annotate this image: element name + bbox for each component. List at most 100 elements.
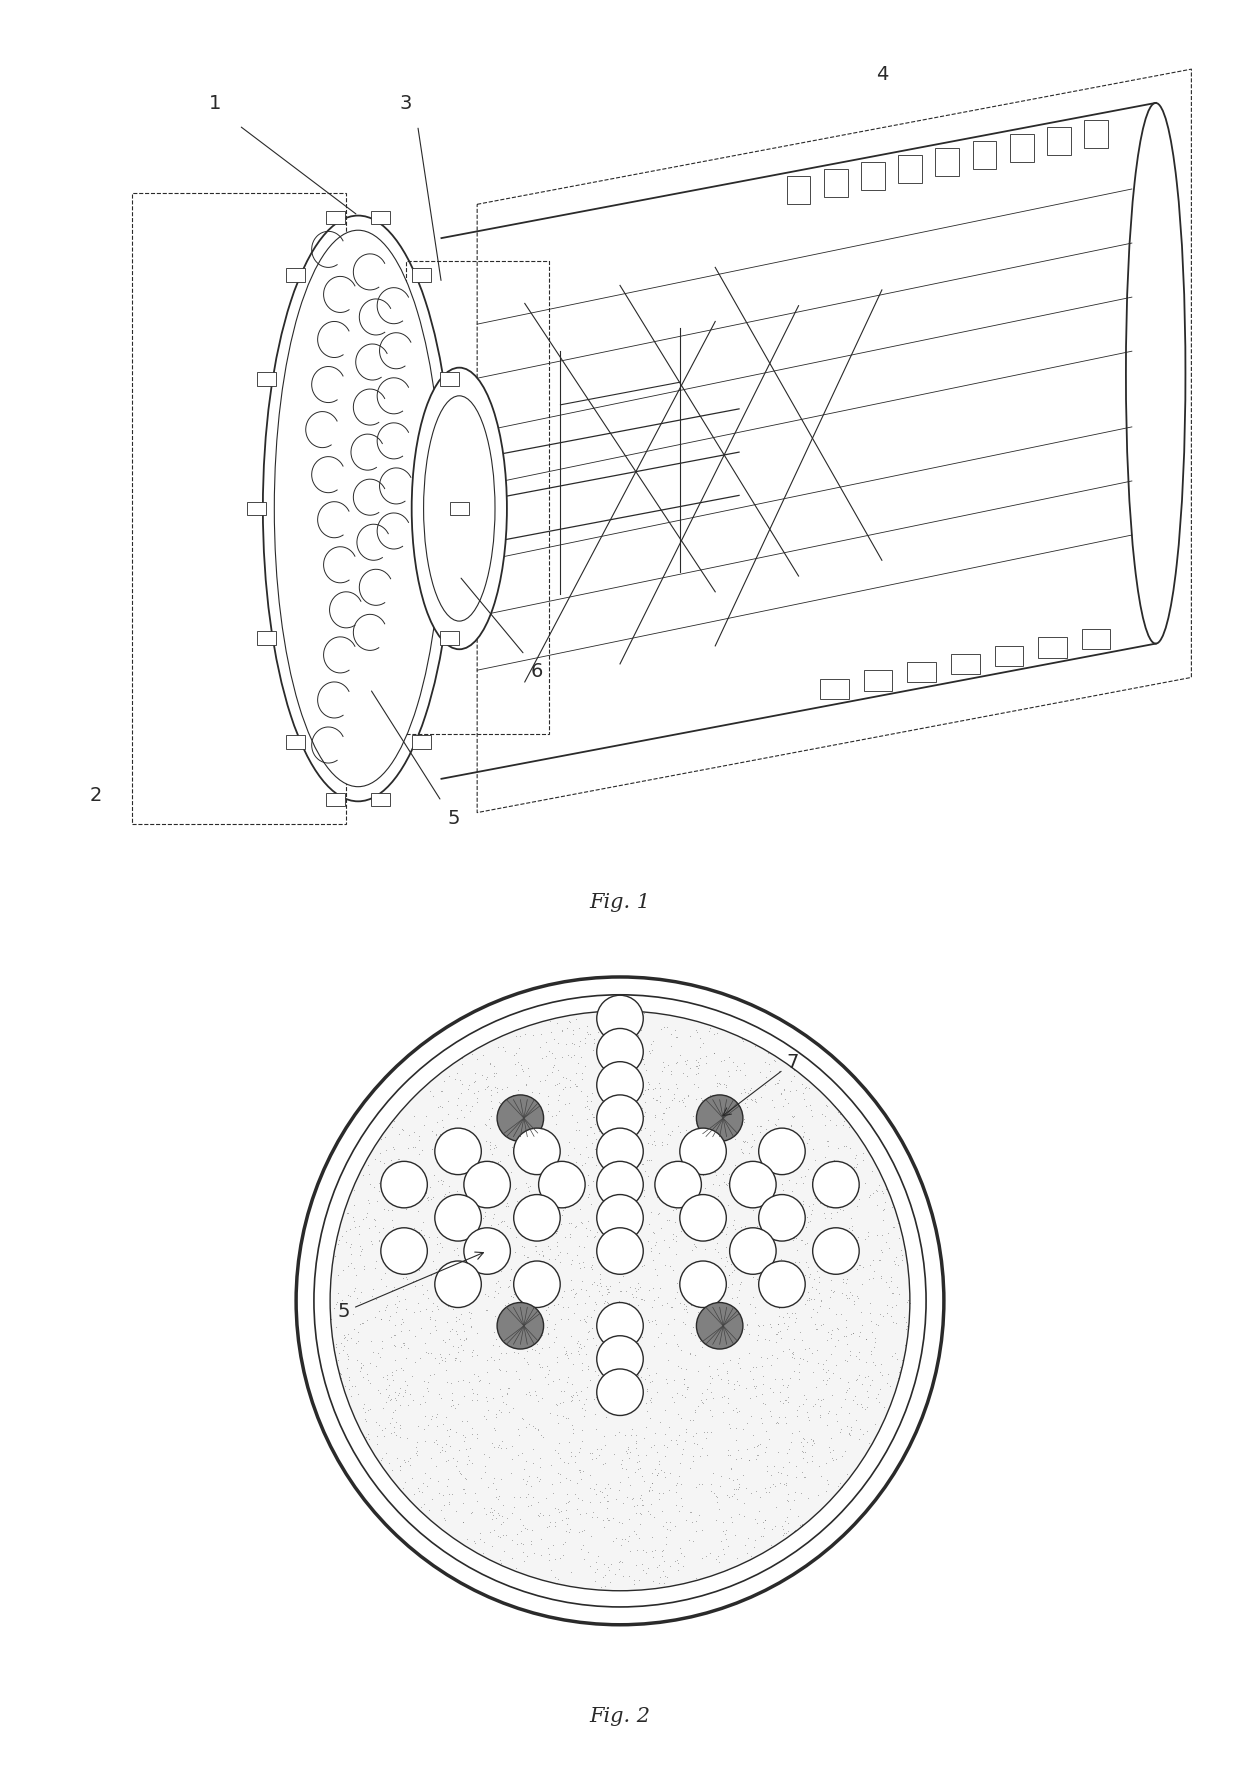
Point: [448, 1058, 467, 1087]
Point: [848, 1322, 868, 1350]
Point: [520, 1177, 539, 1205]
Point: [841, 1421, 861, 1449]
Point: [389, 1414, 409, 1442]
Point: [645, 1074, 665, 1103]
Point: [446, 1129, 466, 1157]
Point: [805, 1244, 825, 1272]
Point: [645, 1101, 665, 1129]
Point: [745, 1299, 765, 1327]
Point: [418, 1339, 438, 1368]
Point: [790, 1318, 810, 1346]
Point: [727, 1426, 746, 1454]
Point: [652, 1537, 672, 1566]
Point: [490, 1088, 510, 1117]
Point: [605, 1394, 625, 1422]
Point: [474, 1440, 494, 1468]
Point: [611, 1235, 631, 1263]
Point: [443, 1267, 463, 1295]
Point: [651, 1214, 671, 1242]
Point: [544, 1134, 564, 1163]
Point: [818, 1293, 838, 1322]
Point: [763, 1283, 782, 1311]
Point: [887, 1309, 906, 1338]
Point: [435, 1505, 455, 1534]
Point: [460, 1233, 480, 1262]
Point: [696, 1385, 715, 1414]
Point: [673, 1435, 693, 1463]
Point: [553, 1159, 573, 1187]
Point: [882, 1279, 901, 1308]
Point: [858, 1384, 878, 1412]
Point: [836, 1385, 856, 1414]
Point: [677, 1299, 697, 1327]
Point: [523, 1483, 543, 1511]
Point: [475, 1110, 495, 1138]
Point: [325, 1242, 345, 1270]
Point: [393, 1382, 413, 1410]
Point: [729, 1474, 749, 1502]
Point: [610, 1140, 630, 1168]
Point: [791, 1163, 811, 1191]
Point: [810, 1279, 830, 1308]
Point: [681, 1292, 701, 1320]
Point: [564, 1299, 584, 1327]
Point: [520, 1410, 539, 1438]
Point: [868, 1311, 888, 1339]
Point: [532, 1184, 552, 1212]
Point: [394, 1255, 414, 1283]
Point: [843, 1286, 863, 1315]
Point: [636, 1088, 656, 1117]
Point: [516, 1126, 536, 1154]
Point: [750, 1343, 770, 1371]
Point: [625, 1193, 645, 1221]
Point: [849, 1186, 869, 1214]
Point: [676, 1147, 696, 1175]
Point: [463, 1249, 482, 1278]
Point: [712, 1217, 732, 1246]
Point: [734, 1108, 754, 1136]
Point: [745, 1087, 765, 1115]
Point: [624, 1364, 644, 1392]
Point: [851, 1251, 870, 1279]
Point: [392, 1304, 412, 1332]
Point: [560, 1387, 580, 1415]
Point: [496, 1391, 516, 1419]
Point: [634, 1536, 653, 1564]
Point: [870, 1350, 890, 1378]
Point: [715, 1516, 735, 1544]
Point: [491, 1306, 511, 1334]
Point: [538, 1090, 558, 1119]
Point: [387, 1293, 407, 1322]
Point: [818, 1131, 838, 1159]
Point: [841, 1341, 861, 1369]
Point: [383, 1398, 403, 1426]
Point: [580, 1474, 600, 1502]
Point: [585, 1288, 605, 1316]
Point: [526, 1237, 546, 1265]
Point: [644, 1117, 663, 1145]
Ellipse shape: [538, 1161, 585, 1209]
Point: [697, 1375, 717, 1403]
Point: [463, 1414, 482, 1442]
Point: [470, 1249, 490, 1278]
Point: [704, 1479, 724, 1507]
Point: [784, 1516, 804, 1544]
Point: [492, 1502, 512, 1530]
Point: [777, 1311, 797, 1339]
Point: [666, 1223, 686, 1251]
Point: [557, 1338, 577, 1366]
Point: [372, 1444, 392, 1472]
Point: [873, 1205, 893, 1233]
Point: [729, 1500, 749, 1528]
Point: [465, 1361, 485, 1389]
Point: [813, 1366, 833, 1394]
Point: [538, 1232, 558, 1260]
Point: [397, 1150, 417, 1179]
Bar: [863, 670, 893, 691]
Point: [650, 1562, 670, 1590]
Point: [754, 1170, 774, 1198]
Point: [424, 1343, 444, 1371]
Point: [777, 1486, 797, 1514]
Point: [722, 1251, 742, 1279]
Point: [409, 1126, 429, 1154]
